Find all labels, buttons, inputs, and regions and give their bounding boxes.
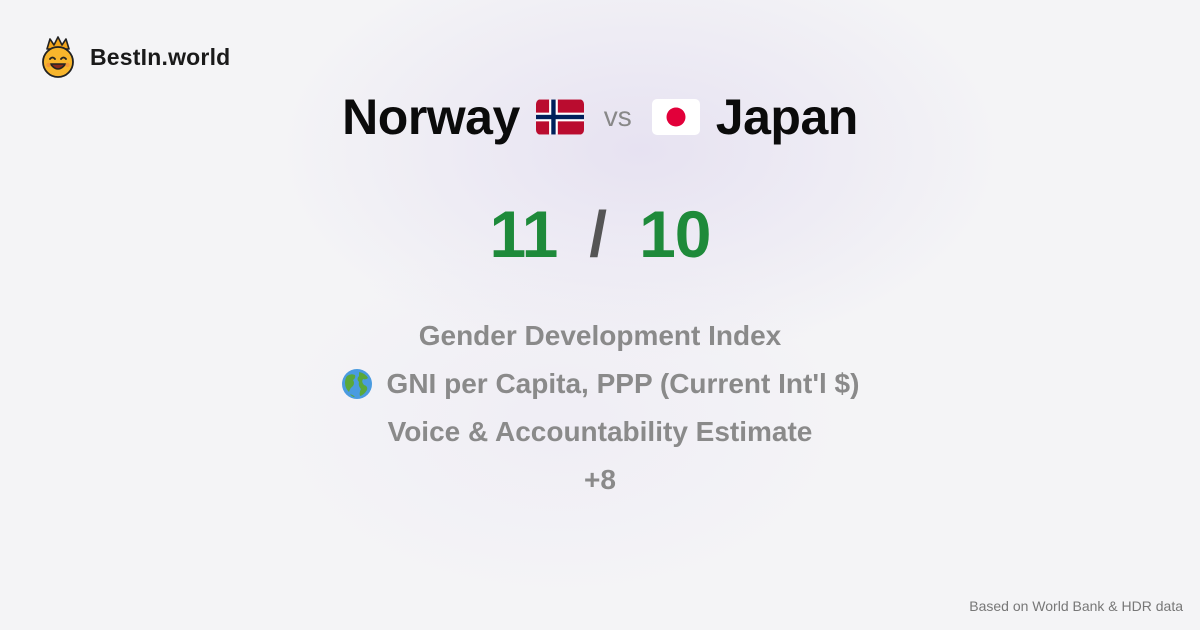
right-country-name: Japan (715, 89, 859, 145)
metric-label: +8 (584, 464, 616, 495)
comparison-title: Norway vs Japan (0, 86, 1200, 148)
brand[interactable]: BestIn.world (40, 36, 230, 78)
metrics-list: Gender Development Index GNI per Capita,… (0, 312, 1200, 504)
vs-separator: vs (603, 101, 632, 132)
metric-label: GNI per Capita, PPP (Current Int'l $) (386, 368, 860, 399)
score-display: 11 / 10 (0, 196, 1200, 272)
brand-name: BestIn.world (90, 43, 231, 70)
japan-flag-icon (651, 99, 700, 135)
metric-label: Gender Development Index (418, 320, 782, 351)
right-score: 10 (639, 197, 711, 271)
left-score: 11 (489, 197, 559, 271)
data-source-note: Based on World Bank & HDR data (969, 598, 1183, 614)
more-metrics-count: +8 (584, 456, 616, 504)
globe-icon (341, 369, 372, 399)
metric-item: Voice & Accountability Estimate (388, 408, 813, 456)
score-divider: / (589, 198, 608, 270)
norway-flag-icon (535, 99, 584, 135)
left-country-name: Norway (342, 89, 520, 145)
metric-item: GNI per Capita, PPP (Current Int'l $) (341, 360, 860, 408)
metric-label: Voice & Accountability Estimate (387, 416, 813, 447)
crowned-smiley-icon (42, 36, 74, 78)
metric-item: Gender Development Index (419, 312, 782, 360)
